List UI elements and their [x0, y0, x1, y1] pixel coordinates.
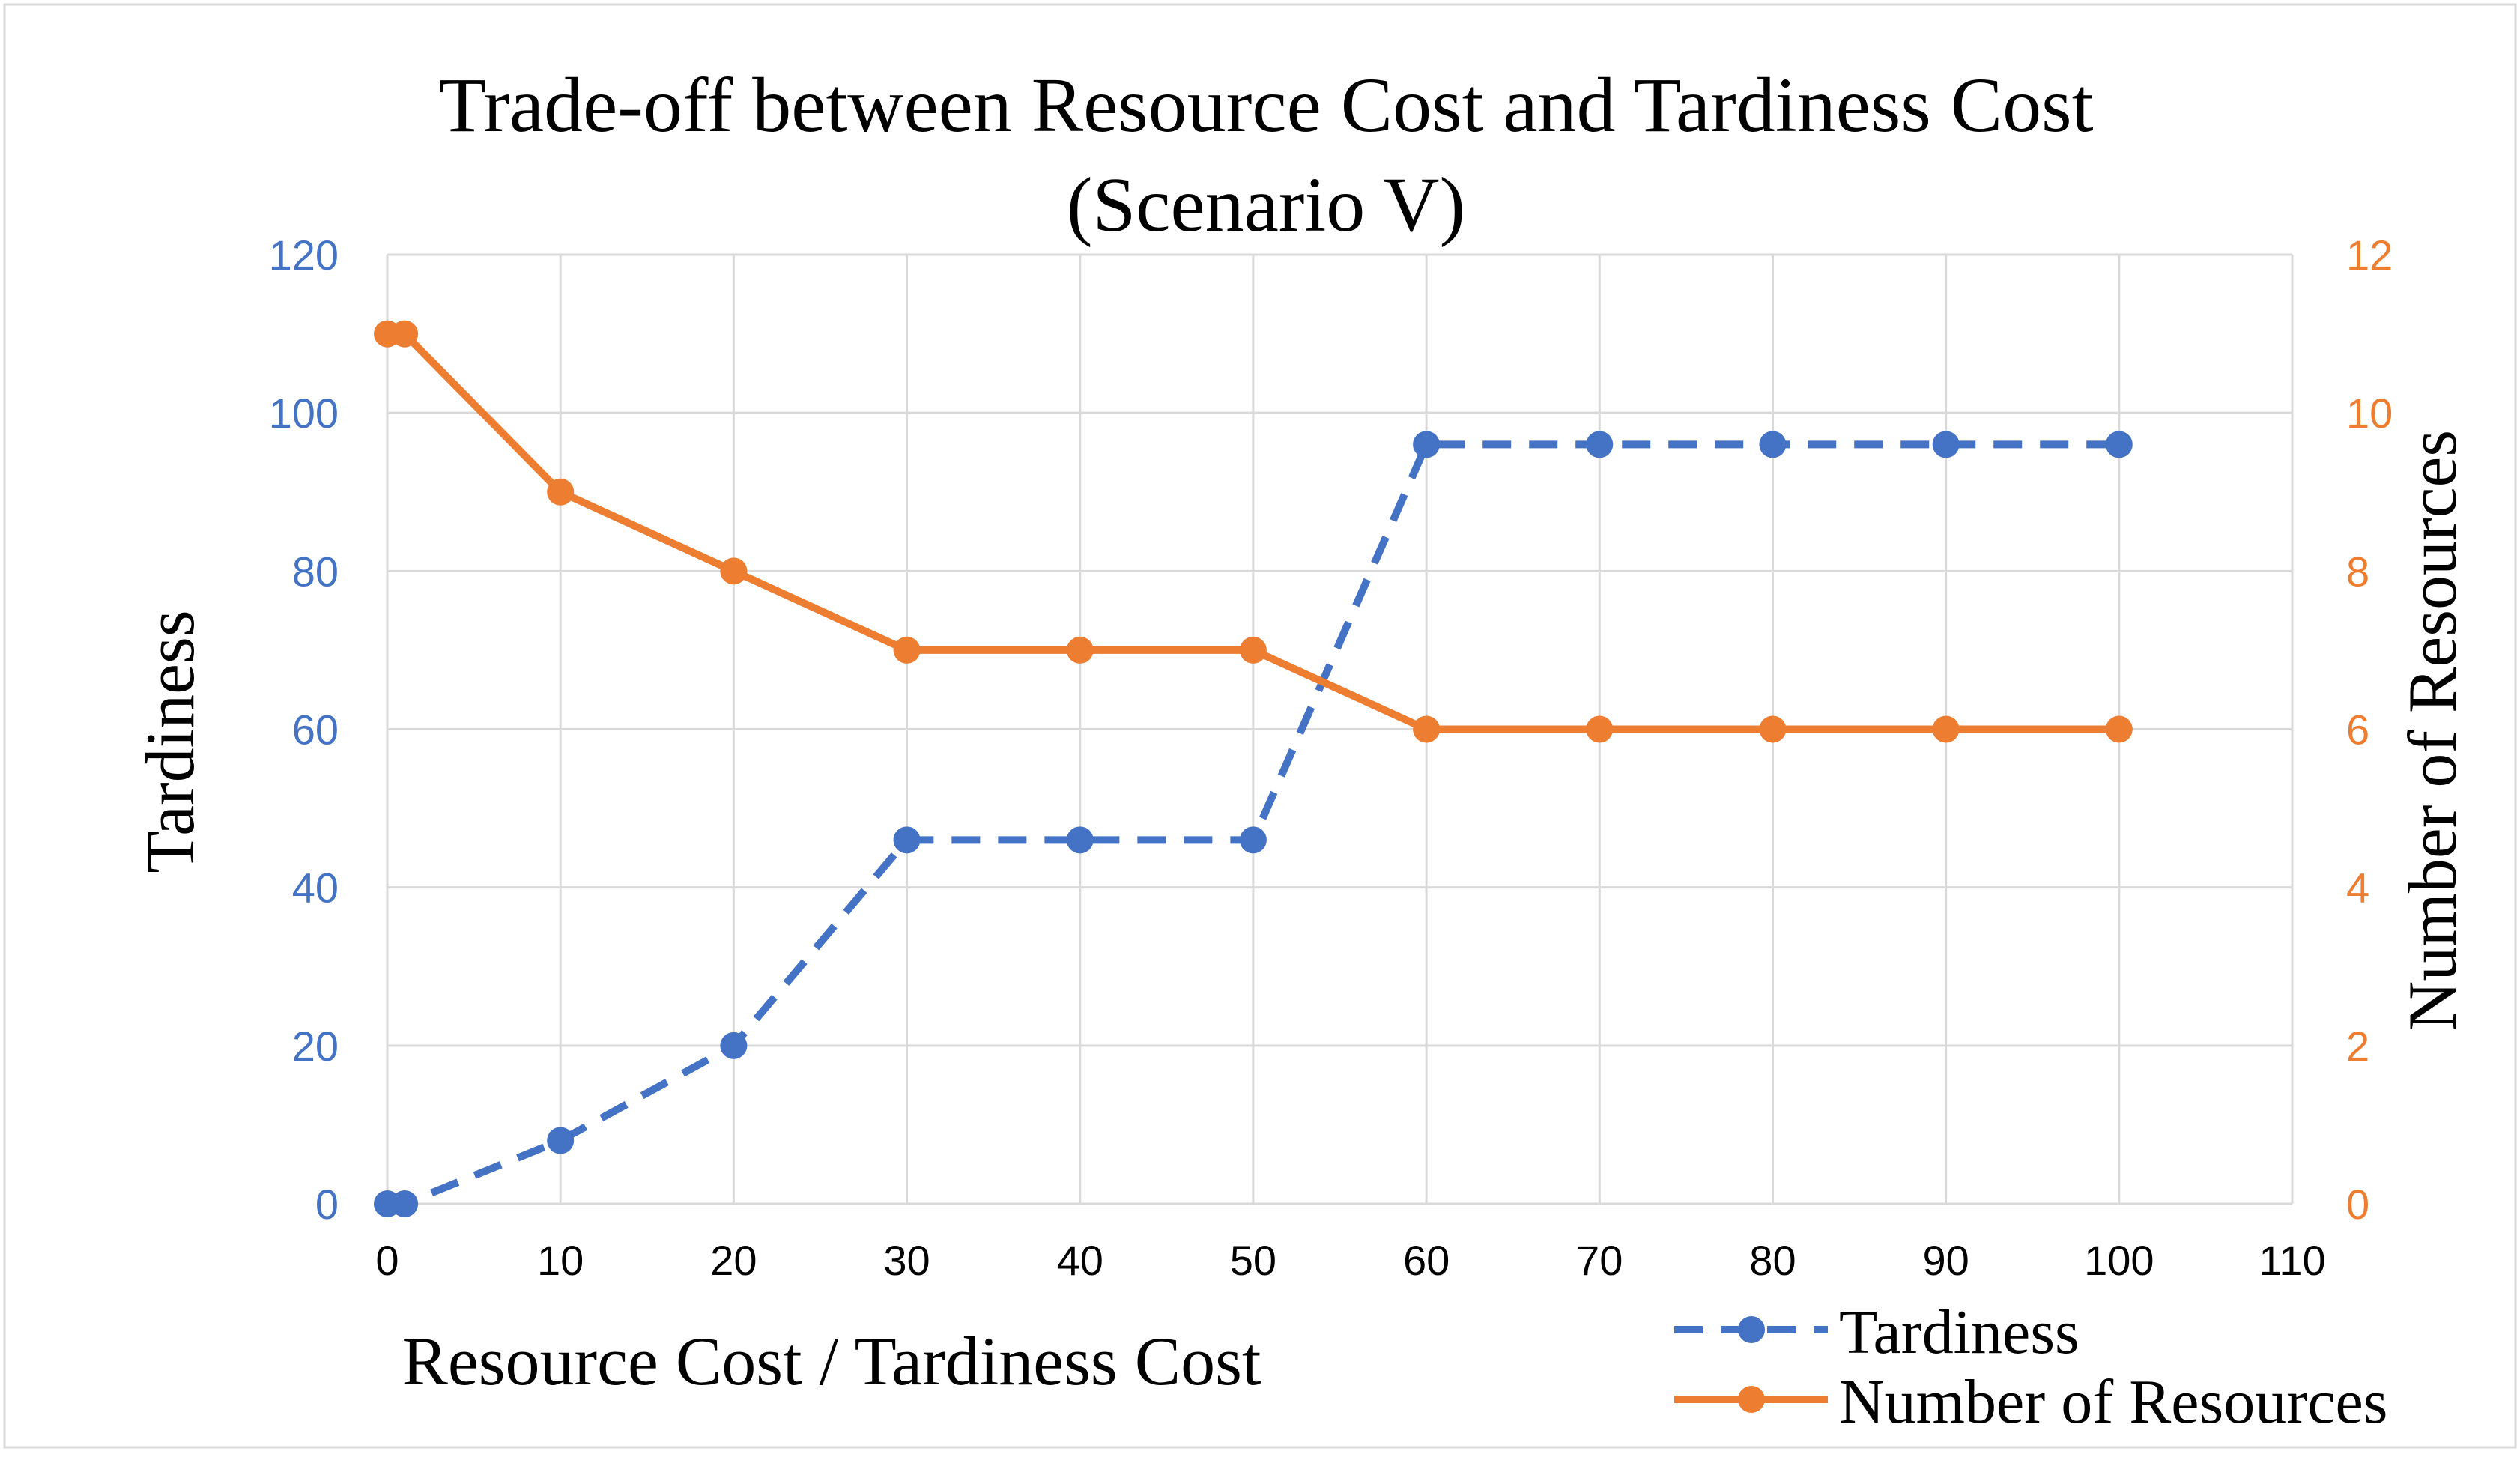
data-point-number-of-resources	[1759, 715, 1787, 743]
data-point-tardiness	[1586, 431, 1614, 458]
x-tick-label: 40	[1057, 1237, 1103, 1284]
chart-title-line-2: (Scenario V)	[1067, 162, 1465, 248]
y2-tick-label: 2	[2346, 1023, 2369, 1070]
x-tick-label: 0	[375, 1237, 399, 1284]
data-point-tardiness	[893, 826, 921, 854]
data-point-number-of-resources	[1586, 715, 1614, 743]
data-point-number-of-resources	[720, 557, 748, 585]
data-point-number-of-resources	[1066, 636, 1094, 664]
data-point-tardiness	[1932, 431, 1960, 458]
series-layer	[374, 320, 2133, 1217]
data-point-number-of-resources	[1413, 715, 1441, 743]
y-tick-label: 120	[269, 231, 339, 279]
y-tick-label: 20	[292, 1023, 339, 1070]
legend-item-tardiness: Tardiness	[1674, 1297, 2080, 1367]
y-tick-label: 0	[315, 1181, 339, 1228]
data-point-tardiness	[547, 1127, 575, 1154]
data-point-number-of-resources	[2105, 715, 2133, 743]
legend-item-resources: Number of Resources	[1674, 1367, 2387, 1437]
legend-marker-tardiness	[1738, 1316, 1765, 1343]
y2-tick-label: 4	[2346, 864, 2369, 912]
data-point-number-of-resources	[547, 478, 575, 506]
y-axis-label: Tardiness	[132, 610, 208, 873]
legend-marker-resources	[1738, 1386, 1765, 1413]
y2-tick-label: 10	[2346, 390, 2393, 437]
x-tick-label: 80	[1749, 1237, 1796, 1284]
x-tick-label: 110	[2259, 1237, 2325, 1284]
y-tick-label: 40	[292, 864, 339, 912]
data-point-number-of-resources	[893, 636, 921, 664]
y2-tick-label: 12	[2346, 231, 2393, 279]
y-tick-label: 80	[292, 548, 339, 595]
y-tick-label: 100	[269, 390, 339, 437]
series-line-tardiness	[387, 440, 2119, 1208]
x-tick-label: 60	[1403, 1237, 1450, 1284]
x-tick-label: 100	[2084, 1237, 2154, 1284]
legend: Tardiness Number of Resources	[1674, 1297, 2387, 1437]
data-point-tardiness	[1066, 826, 1094, 854]
series-line-number-of-resources	[387, 330, 2119, 733]
x-axis-label: Resource Cost / Tardiness Cost	[402, 1323, 1261, 1399]
tick-labels: 0 10 20 30 40 50 60 70 80 90 100 110020406080100120…	[269, 231, 2393, 1284]
data-point-tardiness	[391, 1190, 419, 1217]
x-tick-label: 30	[883, 1237, 930, 1284]
x-tick-label: 50	[1230, 1237, 1276, 1284]
data-point-tardiness	[2105, 431, 2133, 458]
data-point-tardiness	[720, 1032, 748, 1059]
data-point-tardiness	[1413, 431, 1441, 458]
chart-title-line-1: Trade-off between Resource Cost and Tard…	[438, 62, 2093, 148]
y2-tick-label: 0	[2346, 1181, 2369, 1228]
data-point-tardiness	[1759, 431, 1787, 458]
legend-label-tardiness: Tardiness	[1839, 1297, 2080, 1367]
x-tick-label: 90	[1922, 1237, 1969, 1284]
x-tick-label: 10	[537, 1237, 584, 1284]
legend-label-resources: Number of Resources	[1839, 1367, 2387, 1437]
data-point-tardiness	[1239, 826, 1267, 854]
data-point-number-of-resources	[1932, 715, 1960, 743]
y-tick-label: 60	[292, 706, 339, 754]
data-point-number-of-resources	[391, 320, 419, 348]
x-tick-label: 20	[710, 1237, 757, 1284]
y2-tick-label: 6	[2346, 706, 2369, 754]
y2-axis-label: Number of Resources	[2394, 430, 2471, 1031]
x-tick-label: 70	[1576, 1237, 1623, 1284]
y2-tick-label: 8	[2346, 548, 2369, 595]
data-point-number-of-resources	[1239, 636, 1267, 664]
